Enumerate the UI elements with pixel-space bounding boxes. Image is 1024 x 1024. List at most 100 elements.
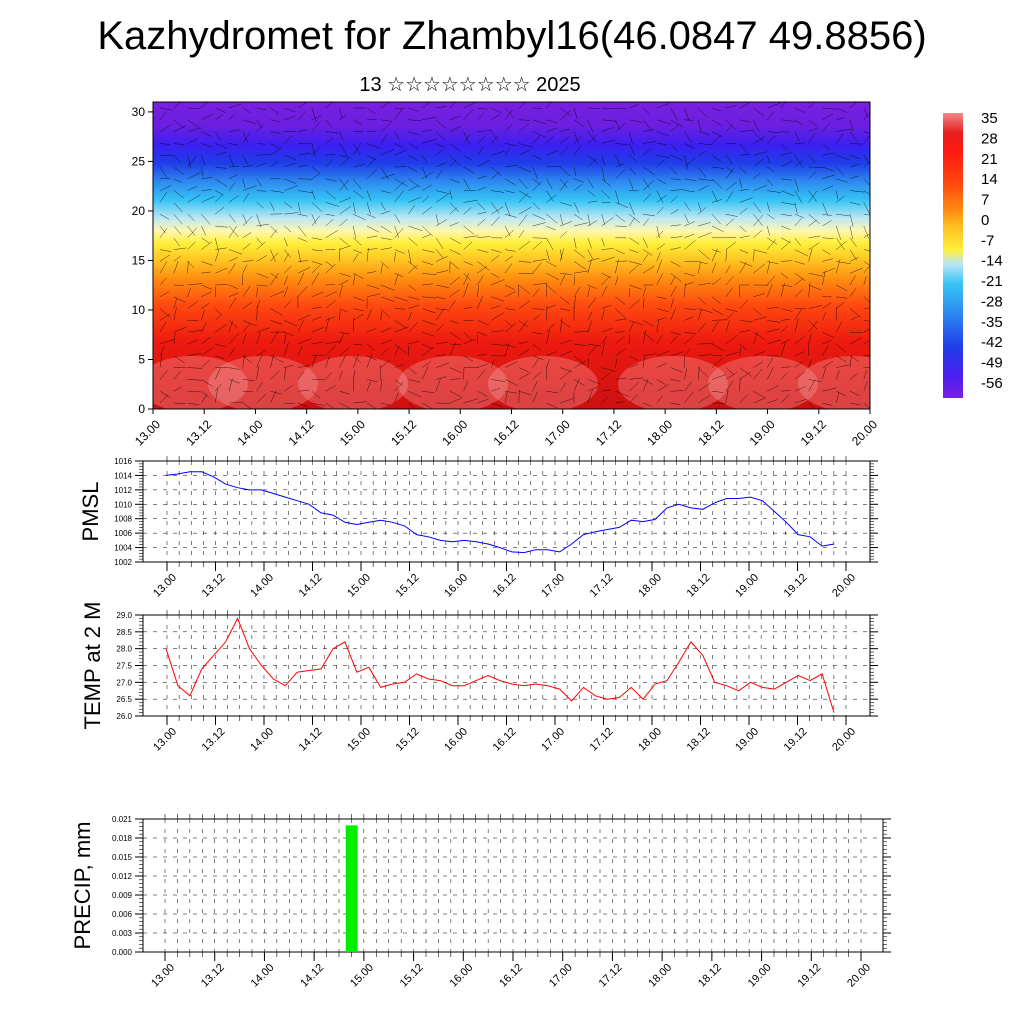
wind-barb: [435, 169, 443, 179]
wind-barb: [422, 261, 433, 266]
wind-barb: [201, 291, 212, 298]
wind-barb: [560, 221, 572, 227]
wind-barb: [311, 261, 323, 265]
wind-barb: [242, 260, 254, 262]
y-tick-label: 1016: [114, 457, 132, 466]
wind-barb: [808, 248, 813, 262]
wind-barb: [201, 261, 213, 266]
wind-barb: [173, 307, 177, 321]
y-tick-label: 0.021: [112, 815, 133, 824]
wind-barb: [435, 131, 445, 140]
wind-barb: [228, 263, 236, 274]
wind-barb: [532, 391, 538, 404]
wind-barb: [808, 133, 816, 144]
warm-core-blob: [398, 356, 508, 409]
wind-barb: [532, 131, 547, 138]
wind-barb: [353, 213, 366, 220]
wind-barb: [491, 330, 504, 333]
wind-barb: [339, 131, 344, 141]
wind-barb: [725, 241, 737, 250]
wind-barb: [836, 195, 845, 203]
colorbar-label: -42: [981, 334, 1003, 351]
wind-barb: [822, 302, 832, 309]
wind-barb: [380, 102, 391, 109]
wind-barb: [670, 224, 681, 227]
wind-barb: [491, 387, 501, 392]
wind-barb: [284, 107, 296, 113]
wind-barb: [670, 367, 683, 373]
wind-barb: [766, 284, 773, 297]
wind-barb: [339, 279, 349, 286]
wind-barb: [601, 285, 608, 297]
wind-barb: [297, 190, 313, 194]
wind-barb: [656, 296, 667, 300]
wind-barb: [739, 249, 749, 254]
wind-barb: [615, 123, 626, 132]
wind-barb: [739, 188, 749, 191]
wind-barb: [201, 347, 213, 357]
wind-barb: [766, 357, 773, 368]
wind-barb: [242, 131, 249, 144]
wind-barb: [822, 174, 835, 180]
wind-barb: [546, 249, 550, 261]
wind-barb: [242, 178, 246, 189]
wind-barb: [215, 267, 228, 274]
wind-barb: [628, 217, 636, 227]
wind-barb: [270, 107, 279, 114]
wind-barb: [201, 322, 207, 333]
wind-barb: [615, 276, 619, 286]
wind-barb: [615, 190, 620, 205]
wind-barb: [587, 257, 600, 262]
wind-barb: [615, 169, 626, 179]
wind-barb: [849, 237, 857, 247]
wind-barb: [849, 190, 865, 193]
wind-barb: [477, 249, 489, 253]
wind-barb: [532, 181, 542, 191]
wind-barb: [325, 372, 332, 380]
wind-barb: [725, 276, 734, 286]
wind-barb: [477, 136, 486, 144]
wind-barb: [518, 372, 531, 380]
wind-barb: [339, 347, 350, 356]
wind-barb: [297, 365, 310, 368]
wind-barb: [684, 272, 695, 277]
wind-barb: [767, 131, 782, 133]
wind-barb: [201, 166, 204, 177]
colorbar: [943, 113, 963, 398]
wind-barb: [228, 225, 237, 238]
wind-barb: [849, 373, 858, 380]
wind-barb: [753, 158, 765, 168]
x-tick-label: 20.00: [845, 962, 873, 990]
wind-barb: [767, 111, 775, 120]
wind-barb: [739, 330, 751, 333]
wind-barb: [284, 265, 292, 274]
wind-barb: [477, 368, 486, 380]
wind-barb: [242, 185, 257, 191]
wind-barb: [739, 378, 741, 392]
wind-barb: [228, 182, 236, 191]
wind-barb: [546, 272, 560, 281]
wind-barb: [366, 247, 369, 262]
wind-barb: [422, 225, 434, 237]
x-tick-label: 18.12: [685, 726, 713, 754]
wind-barb: [214, 131, 221, 141]
y-tick-label: 26.0: [116, 712, 132, 721]
wind-barb: [491, 279, 505, 286]
wind-barb: [284, 300, 291, 309]
wind-barb: [284, 402, 295, 405]
wind-barb: [159, 390, 171, 398]
wind-barb: [711, 190, 718, 203]
wind-barb: [256, 214, 262, 228]
x-tick-label: 14.00: [248, 572, 276, 600]
wind-barb: [256, 202, 264, 209]
wind-barb: [491, 305, 501, 309]
wind-barb: [228, 297, 237, 309]
wind-barb: [352, 225, 357, 239]
wind-barb: [408, 196, 421, 203]
wind-barb: [615, 202, 629, 209]
wind-barb: [753, 316, 767, 321]
wind-barb: [449, 367, 463, 374]
x-tick-label: 19.12: [798, 417, 829, 448]
wind-barb: [794, 309, 802, 321]
precip-bar: [345, 825, 358, 952]
